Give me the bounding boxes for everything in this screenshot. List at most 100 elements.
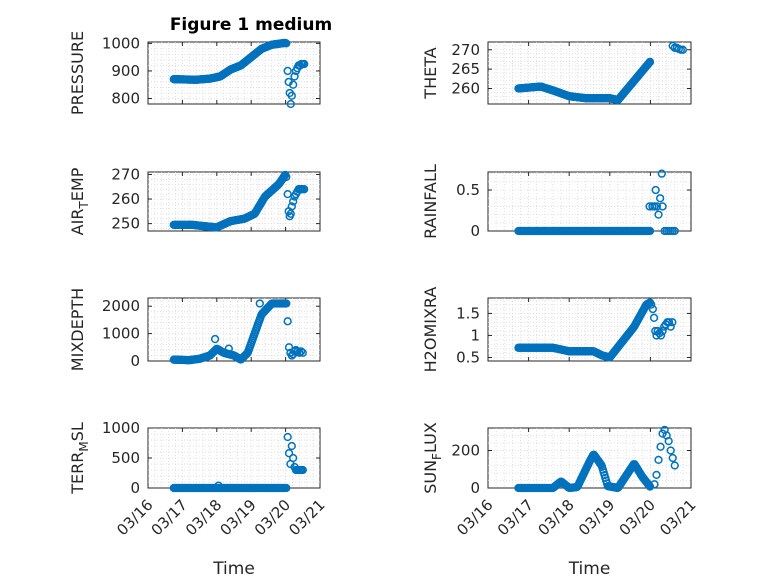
data-point: [658, 202, 667, 211]
data-point: [283, 66, 292, 76]
data-point: [293, 347, 302, 356]
data-point: [678, 45, 688, 54]
y-tick-label: 800: [111, 89, 140, 107]
data-point: [255, 299, 264, 308]
y-tick-label: 250: [111, 215, 140, 233]
data-point: [300, 185, 309, 194]
data-point: [289, 453, 298, 463]
y-tick-label: 1000: [102, 325, 140, 343]
data-point: [645, 57, 655, 67]
data-point: [666, 446, 675, 455]
y-axis-label: RAINFALL: [421, 164, 440, 239]
y-label-part: TERR: [68, 452, 87, 495]
subplot-4: 0 0.5 RAINFALL: [421, 164, 692, 240]
data-point: [282, 483, 291, 493]
data-point: [656, 331, 666, 340]
data-point: [645, 482, 655, 491]
data-point: [648, 304, 657, 314]
data-point: [282, 299, 291, 308]
data-point: [295, 348, 304, 357]
data-point: [224, 344, 233, 353]
y-tick-label: 265: [451, 60, 480, 78]
data-point: [645, 226, 655, 236]
y-label-subscript: T: [77, 201, 91, 210]
y-axis-label: PRESSURE: [68, 31, 87, 115]
data-point: [286, 99, 295, 109]
y-tick-label: 0.5: [456, 348, 480, 366]
data-point: [670, 226, 679, 236]
y-axis-label: SUNFLUX: [421, 422, 444, 494]
data-point: [651, 185, 660, 195]
y-label-part: SUN: [421, 460, 440, 494]
y-axis-label: AIRTEMP: [68, 167, 91, 235]
data-point: [298, 465, 307, 475]
data-point: [214, 481, 223, 490]
data-point: [289, 197, 298, 206]
data-point: [283, 432, 292, 442]
data-point: [290, 72, 299, 81]
axes-box: [147, 41, 321, 105]
data-point: [296, 347, 306, 356]
data-point: [649, 313, 659, 322]
data-point: [284, 343, 294, 352]
data-point: [668, 318, 677, 327]
subplot-5: 0 1000 2000 MIXDEPTH: [68, 288, 321, 371]
data-point: [670, 461, 679, 470]
y-axis-label: THETA: [421, 47, 440, 99]
data-point: [287, 91, 296, 100]
data-point: [289, 80, 298, 89]
y-tick-label: 0: [130, 479, 140, 497]
y-tick-label: 0.5: [456, 181, 480, 199]
y-tick-label: 270: [111, 165, 140, 183]
y-tick-label: 260: [451, 80, 480, 98]
x-axis-label: Time: [568, 559, 611, 579]
data-point: [287, 202, 296, 211]
subplot-3: 250 260 270 AIRTEMP: [68, 165, 321, 235]
y-label-part: SL: [68, 422, 87, 441]
data-point: [666, 322, 675, 331]
data-point: [652, 470, 661, 480]
data-point: [668, 453, 677, 463]
x-axis-label: Time: [212, 559, 255, 579]
y-tick-label: 500: [111, 449, 140, 467]
subplot-1: 800 900 1000 PRESSURE: [68, 31, 321, 115]
y-tick-label: 0: [470, 479, 480, 497]
y-tick-label: 1.5: [456, 304, 480, 322]
data-point: [210, 334, 220, 344]
y-label-part: EMP: [68, 167, 87, 201]
data-point: [647, 300, 656, 309]
y-tick-label: 900: [111, 62, 140, 80]
y-label-part: LUX: [421, 422, 440, 453]
y-tick-label: 1: [470, 326, 480, 344]
data-point: [282, 39, 291, 48]
y-tick-label: 0: [470, 222, 480, 240]
data-point: [664, 436, 673, 446]
data-point: [664, 318, 674, 327]
y-tick-label: 0: [130, 352, 140, 370]
y-tick-label: 1000: [102, 419, 140, 437]
data-point: [300, 59, 309, 69]
data-point: [654, 455, 663, 465]
data-point: [654, 210, 663, 219]
data-point: [298, 348, 307, 357]
y-tick-label: 260: [111, 190, 140, 208]
data-point: [652, 202, 662, 211]
data-point: [282, 172, 291, 182]
data-point: [283, 189, 292, 199]
data-point: [287, 441, 296, 451]
subplot-6: 0.5 1 1.5 H2OMIXRA: [421, 287, 692, 373]
figure-title: Figure 1 medium: [170, 15, 332, 35]
y-axis-label: MIXDEPTH: [68, 288, 87, 371]
axes-box: [147, 427, 321, 489]
data-point: [656, 442, 665, 451]
data-point: [650, 480, 659, 489]
y-tick-label: 200: [451, 442, 480, 460]
y-tick-label: 1000: [102, 34, 140, 52]
y-axis-label: TERRMSL: [68, 422, 91, 495]
data-point: [657, 169, 666, 178]
y-label-part: AIR: [68, 209, 87, 236]
y-axis-label: H2OMIXRA: [421, 287, 440, 373]
y-label-subscript: F: [430, 453, 444, 460]
